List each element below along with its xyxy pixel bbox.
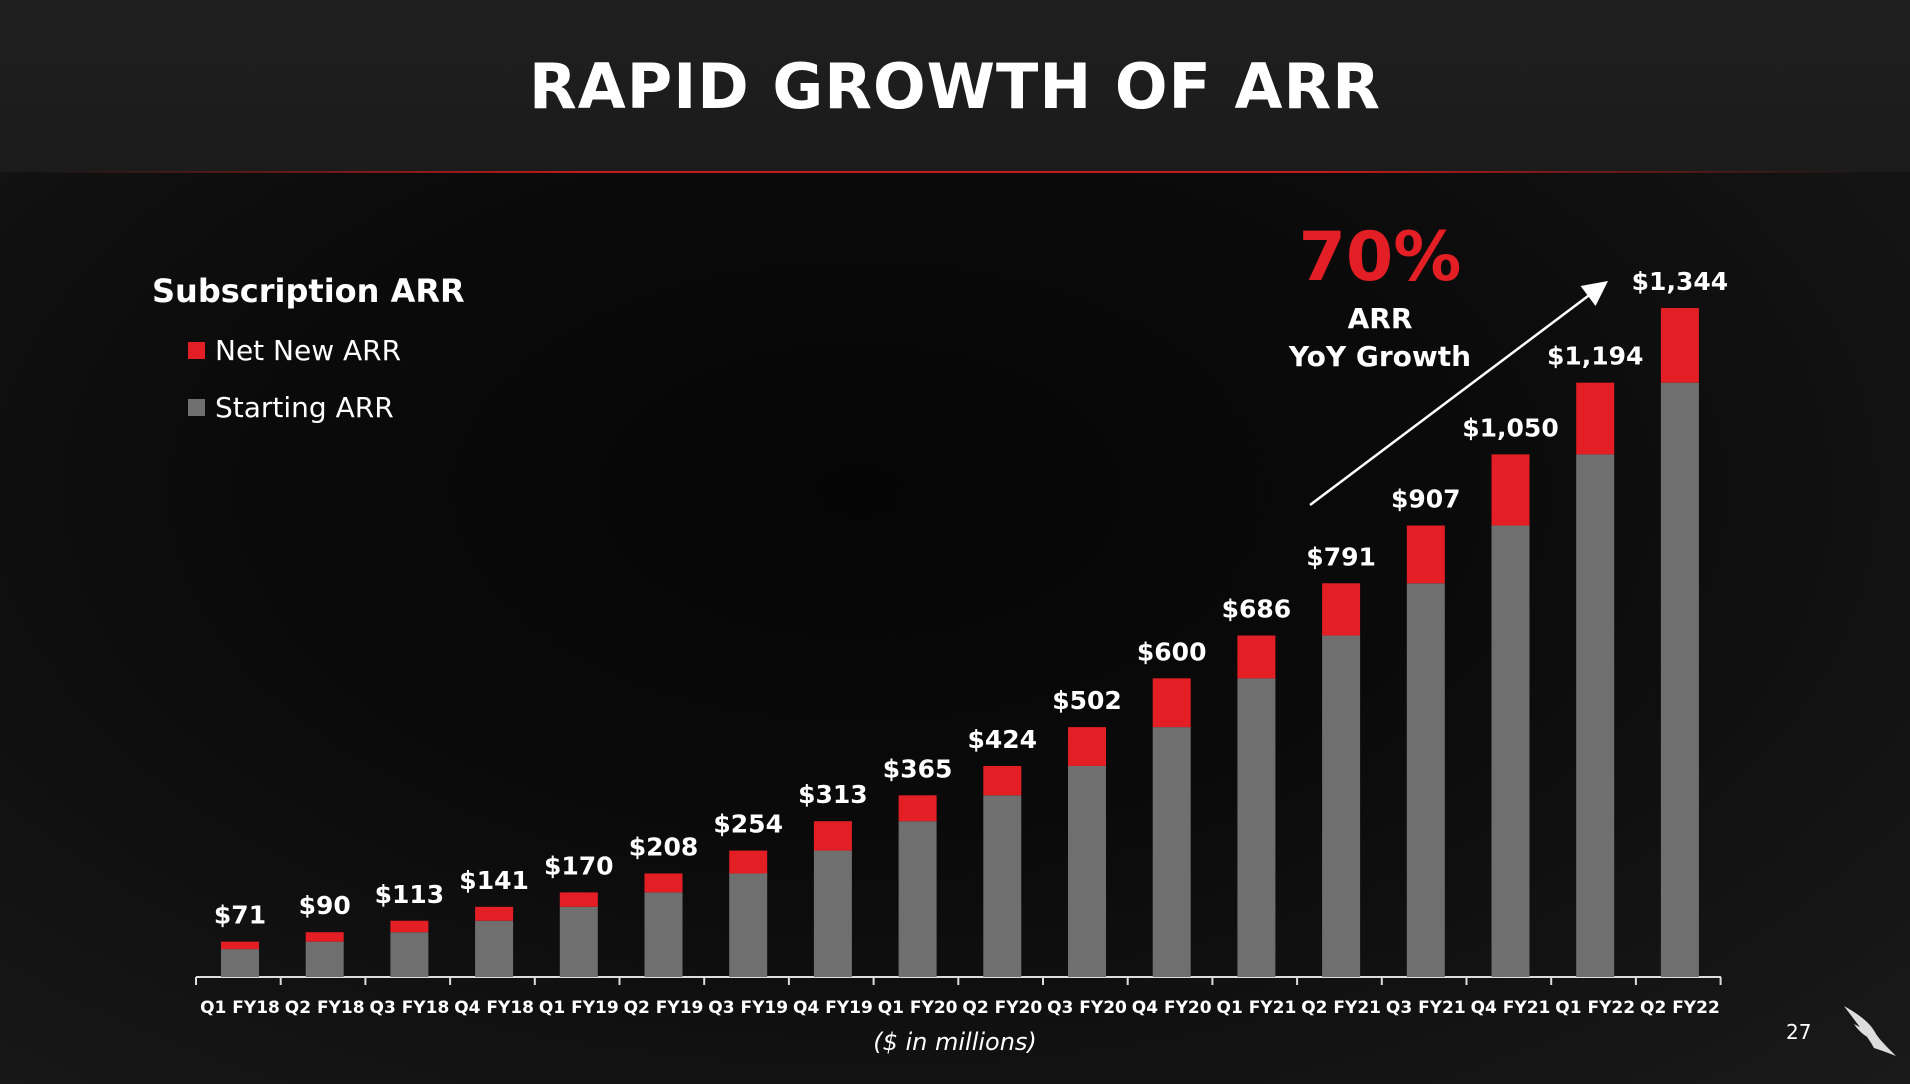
header bbox=[0, 0, 1910, 172]
data-label: $313 bbox=[798, 780, 868, 809]
data-label: $686 bbox=[1222, 595, 1292, 624]
data-label: $141 bbox=[459, 866, 529, 895]
growth-caption: ARR YoY Growth bbox=[1230, 300, 1530, 376]
data-label: $1,194 bbox=[1547, 342, 1643, 371]
data-label: $365 bbox=[883, 754, 953, 783]
legend-item-starting: Starting ARR bbox=[188, 391, 394, 424]
bar-net-new-arr bbox=[559, 892, 598, 907]
x-tick-label: Q2 FY18 bbox=[285, 998, 365, 1018]
data-label: $791 bbox=[1306, 542, 1376, 571]
x-tick-label: Q4 FY19 bbox=[793, 998, 873, 1018]
bar-starting-arr bbox=[644, 892, 683, 977]
x-tick-label: Q1 FY18 bbox=[200, 998, 280, 1018]
x-tick-label: Q2 FY20 bbox=[962, 998, 1042, 1018]
falcon-logo-icon bbox=[1844, 1006, 1896, 1056]
bar-starting-arr bbox=[1322, 635, 1361, 977]
bar-starting-arr bbox=[1491, 525, 1530, 977]
data-label: $254 bbox=[713, 810, 783, 839]
bar-starting-arr bbox=[305, 941, 344, 977]
bar-net-new-arr bbox=[983, 765, 1022, 796]
bar-starting-arr bbox=[221, 949, 259, 977]
legend-item-net-new: Net New ARR bbox=[188, 334, 401, 367]
bar-net-new-arr bbox=[390, 920, 429, 933]
bar-starting-arr bbox=[1406, 583, 1445, 977]
bar-net-new-arr bbox=[1322, 583, 1361, 636]
x-tick-label: Q3 FY21 bbox=[1386, 998, 1466, 1018]
growth-percent: 70% bbox=[1298, 218, 1462, 297]
legend-swatch-red bbox=[188, 342, 205, 359]
x-tick-label: Q4 FY20 bbox=[1132, 998, 1212, 1018]
bar-starting-arr bbox=[813, 850, 852, 977]
bar-net-new-arr bbox=[1068, 727, 1106, 766]
data-label: $600 bbox=[1137, 637, 1207, 666]
bar-starting-arr bbox=[1237, 678, 1276, 977]
bar-starting-arr bbox=[729, 873, 768, 977]
bar-starting-arr bbox=[1660, 382, 1699, 978]
bar-net-new-arr bbox=[898, 795, 937, 822]
data-label: $1,050 bbox=[1462, 413, 1558, 442]
x-tick-label: Q3 FY20 bbox=[1047, 998, 1127, 1018]
bar-starting-arr bbox=[898, 821, 937, 977]
legend-label: Net New ARR bbox=[215, 334, 402, 367]
bar-net-new-arr bbox=[1237, 635, 1276, 679]
legend-label: Starting ARR bbox=[215, 391, 394, 424]
bar-net-new-arr bbox=[644, 873, 683, 893]
bar-net-new-arr bbox=[1152, 678, 1191, 728]
legend-swatch-gray bbox=[188, 399, 205, 416]
page-title: RAPID GROWTH OF ARR bbox=[529, 50, 1381, 123]
x-tick-label: Q1 FY20 bbox=[878, 998, 958, 1018]
bar-net-new-arr bbox=[221, 941, 259, 950]
page-number: 27 bbox=[1786, 1020, 1812, 1044]
x-tick-label: Q2 FY21 bbox=[1301, 998, 1381, 1018]
x-tick-label: Q2 FY19 bbox=[624, 998, 704, 1018]
data-label: $71 bbox=[214, 901, 266, 930]
x-tick-label: Q1 FY22 bbox=[1555, 998, 1635, 1018]
bar-starting-arr bbox=[390, 932, 429, 977]
bar-starting-arr bbox=[1576, 454, 1615, 977]
bar-net-new-arr bbox=[475, 906, 514, 921]
bar-net-new-arr bbox=[1406, 525, 1445, 584]
x-tick-label: Q3 FY19 bbox=[708, 998, 788, 1018]
data-label: $907 bbox=[1391, 485, 1461, 514]
divider bbox=[40, 171, 1870, 173]
x-tick-label: Q1 FY21 bbox=[1217, 998, 1297, 1018]
bar-starting-arr bbox=[983, 795, 1022, 977]
units-label: ($ in millions) bbox=[873, 1028, 1037, 1056]
bar-starting-arr bbox=[559, 906, 598, 977]
bar-net-new-arr bbox=[305, 932, 344, 942]
data-label: $208 bbox=[629, 832, 699, 861]
data-label: $90 bbox=[299, 891, 351, 920]
bar-starting-arr bbox=[475, 920, 514, 977]
bar-starting-arr bbox=[1152, 727, 1191, 977]
bar-net-new-arr bbox=[1576, 382, 1615, 455]
x-tick-label: Q2 FY22 bbox=[1640, 998, 1720, 1018]
growth-arrow bbox=[1309, 280, 1608, 506]
legend-title: Subscription ARR bbox=[152, 272, 465, 310]
data-label: $424 bbox=[968, 725, 1038, 754]
bar-net-new-arr bbox=[1660, 308, 1699, 383]
growth-line1: ARR bbox=[1347, 302, 1413, 335]
bar-net-new-arr bbox=[813, 821, 852, 851]
bar-net-new-arr bbox=[1491, 454, 1530, 526]
x-tick-label: Q4 FY18 bbox=[454, 998, 534, 1018]
x-tick-label: Q1 FY19 bbox=[539, 998, 619, 1018]
bar-starting-arr bbox=[1068, 765, 1106, 977]
x-tick-label: Q3 FY18 bbox=[370, 998, 450, 1018]
data-label: $502 bbox=[1052, 686, 1122, 715]
bar-net-new-arr bbox=[729, 850, 768, 874]
data-label: $113 bbox=[375, 880, 445, 909]
data-label: $1,344 bbox=[1632, 267, 1728, 296]
data-label: $170 bbox=[544, 851, 614, 880]
growth-line2: YoY Growth bbox=[1288, 340, 1472, 373]
x-tick-label: Q4 FY21 bbox=[1471, 998, 1551, 1018]
